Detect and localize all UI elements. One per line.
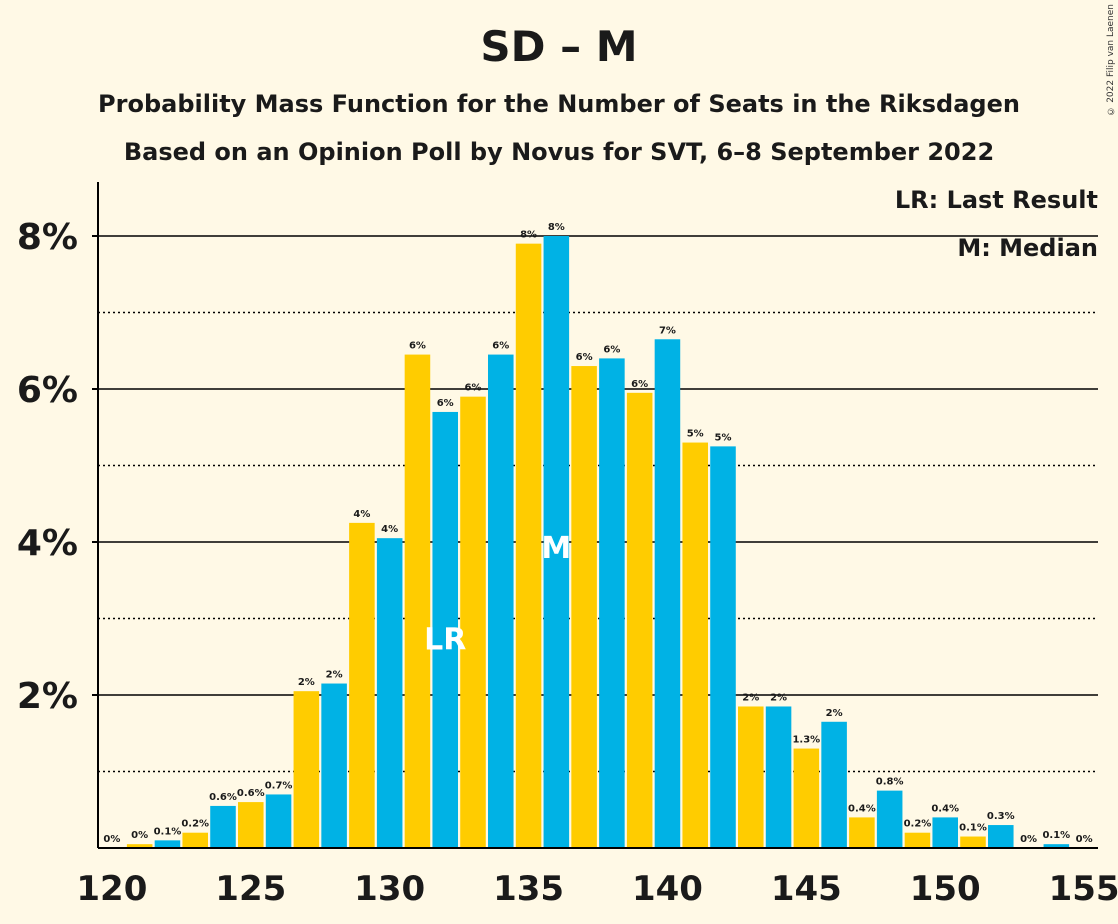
bar-label-129: 4% [353, 509, 370, 520]
axes-group: 2% 4% 6% 8% 120 125 130 135 140 145 150 155 [17, 182, 1118, 909]
bar-129 [349, 522, 375, 848]
bar-142 [710, 446, 736, 848]
legend-median: M: Median [957, 234, 1098, 262]
y-tick-label: 8% [17, 217, 78, 258]
bar-label-142: 5% [715, 432, 732, 443]
bar-135 [515, 243, 542, 848]
bar-label-131: 6% [409, 341, 426, 352]
bar-label-148: 0.8% [876, 777, 904, 788]
bar-label-153: 0% [1020, 834, 1037, 845]
bar-label-141: 5% [687, 429, 704, 440]
bar-136 [543, 236, 570, 848]
bars-group: 0% 0% 0.1%0.2%0.6% 0.6%0.7%2%2%4%4%6%6%6%6%… [103, 222, 1093, 848]
legend-last-result: LR: Last Result [894, 186, 1098, 214]
bar-139 [626, 392, 653, 848]
x-tick-label: 145 [771, 869, 842, 909]
bar-label-126: 0.7% [265, 780, 293, 791]
bar-label-139: 6% [631, 379, 648, 390]
bar-label-134: 6% [492, 341, 509, 352]
bar-label-151: 0.1% [959, 823, 987, 834]
bar-146 [821, 721, 847, 848]
bar-label-154: 0.1% [1042, 830, 1070, 841]
bar-128 [321, 683, 347, 848]
x-tick-label: 135 [493, 869, 564, 909]
grid-lines [98, 235, 1098, 773]
bar-154 [1043, 844, 1070, 848]
bar-152 [988, 825, 1014, 848]
bar-144 [765, 706, 792, 848]
x-tick-label: 150 [910, 869, 981, 909]
bar-123 [182, 832, 208, 848]
bar-126 [265, 794, 292, 848]
bar-151 [960, 836, 986, 848]
bar-label-150: 0.4% [931, 803, 959, 814]
x-tick-label: 125 [215, 869, 286, 909]
bar-label-125: 0.6% [237, 788, 265, 799]
bar-label-145: 1.3% [792, 735, 820, 746]
last-result-marker: LR [424, 623, 466, 658]
bar-124 [210, 805, 236, 848]
x-tick-label: 130 [354, 869, 425, 909]
bar-label-136: 8% [548, 222, 565, 233]
bar-label-124: 0.6% [209, 792, 237, 803]
bar-130 [376, 538, 403, 848]
x-tick-label: 155 [1049, 869, 1118, 909]
bar-label-138: 6% [603, 344, 620, 355]
x-tick-label: 120 [76, 869, 147, 909]
bar-label-137: 6% [576, 352, 593, 363]
bar-121 [126, 844, 153, 848]
bar-137 [571, 366, 597, 848]
bar-label-146: 2% [826, 708, 843, 719]
bar-143 [738, 706, 764, 848]
bar-label-120: 0% [103, 834, 120, 845]
bar-131 [404, 354, 431, 848]
y-tick-label: 2% [17, 676, 78, 717]
bar-138 [599, 358, 625, 848]
bar-149 [904, 832, 931, 848]
bar-127 [293, 691, 320, 848]
bar-label-130: 4% [381, 524, 398, 535]
bar-140 [654, 339, 681, 848]
bar-label-123: 0.2% [181, 819, 209, 830]
bar-147 [849, 817, 875, 848]
bar-148 [876, 790, 903, 848]
chart-title: SD – M [480, 22, 638, 71]
bar-label-143: 2% [742, 692, 759, 703]
bar-label-133: 6% [465, 383, 482, 394]
chart-subtitle-1: Probability Mass Function for the Number… [98, 90, 1020, 118]
bar-label-132: 6% [437, 398, 454, 409]
bar-134 [488, 354, 514, 848]
chart-subtitle-2: Based on an Opinion Poll by Novus for SV… [123, 138, 995, 166]
y-tick-label: 4% [17, 523, 78, 564]
bar-label-140: 7% [659, 325, 676, 336]
bar-label-127: 2% [298, 677, 315, 688]
bar-132 [432, 411, 458, 848]
bar-150 [932, 817, 958, 848]
bar-125 [238, 802, 264, 848]
bar-label-152: 0.3% [987, 811, 1015, 822]
bar-122 [154, 840, 181, 848]
bar-label-122: 0.1% [154, 826, 182, 837]
bar-label-135: 8% [520, 230, 537, 241]
bar-141 [682, 442, 708, 848]
bar-133 [460, 396, 486, 848]
bar-label-144: 2% [770, 692, 787, 703]
x-tick-label: 140 [632, 869, 703, 909]
bar-label-155: 0% [1076, 834, 1093, 845]
bar-label-147: 0.4% [848, 803, 876, 814]
bar-label-149: 0.2% [904, 819, 932, 830]
bar-145 [793, 748, 820, 848]
y-tick-label: 6% [17, 370, 78, 411]
bar-label-121: 0% [131, 830, 148, 841]
median-marker: M [541, 531, 571, 566]
bar-label-128: 2% [326, 670, 343, 681]
